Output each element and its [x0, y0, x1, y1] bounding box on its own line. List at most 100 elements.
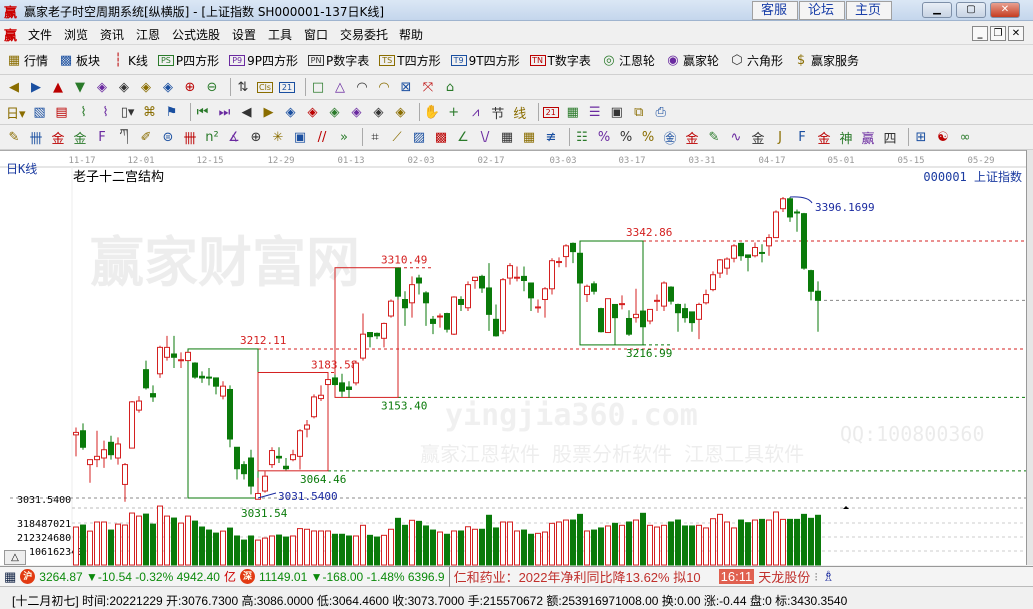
- pn-button[interactable]: PN P数字表: [308, 50, 369, 70]
- zoom-in-button[interactable]: ⊕: [182, 77, 200, 97]
- bars-button[interactable]: ☷: [574, 127, 592, 147]
- customer-service-button[interactable]: 客服: [752, 1, 798, 20]
- period-day-button[interactable]: 日▾: [6, 102, 28, 122]
- calendar-button[interactable]: 21: [279, 77, 297, 97]
- wave-button[interactable]: ∿: [728, 127, 746, 147]
- menu-file[interactable]: 文件: [28, 28, 53, 42]
- menu-browse[interactable]: 浏览: [64, 28, 89, 42]
- grid-lines-button[interactable]: 卌: [182, 127, 200, 147]
- angle2-button[interactable]: ∠: [455, 127, 473, 147]
- move-left-button[interactable]: ◈: [94, 77, 112, 97]
- grid-black-button[interactable]: ▦: [521, 127, 539, 147]
- calculator-button[interactable]: ▦: [565, 102, 583, 122]
- ps-button[interactable]: PS P四方形: [157, 50, 219, 70]
- arc-ccw-button[interactable]: ◠: [376, 77, 394, 97]
- swap-button[interactable]: ⇅: [235, 77, 253, 97]
- pen2-button[interactable]: ✎: [706, 127, 724, 147]
- clipboard-button[interactable]: ▤: [54, 102, 72, 122]
- hexagon-button[interactable]: ⬡ 六角形: [729, 50, 783, 70]
- move-down-button[interactable]: ◈: [160, 77, 178, 97]
- dollar-button[interactable]: $ 赢家服务: [793, 50, 859, 70]
- quote-table-icon[interactable]: ▦: [4, 568, 17, 584]
- parallel-button[interactable]: ≢: [543, 127, 561, 147]
- crosshair-button[interactable]: +: [446, 102, 464, 122]
- flag-button[interactable]: ⚑: [164, 102, 182, 122]
- print-button[interactable]: ⎙: [653, 102, 671, 122]
- ts-button[interactable]: TS T四方形: [379, 50, 441, 70]
- target-button[interactable]: ⊕: [248, 127, 266, 147]
- gann-wheel-button[interactable]: ◎ 江恩轮: [601, 50, 655, 70]
- notes-button[interactable]: ☰: [587, 102, 605, 122]
- circle-ruler-button[interactable]: ⊜: [160, 127, 178, 147]
- fib-button[interactable]: F: [94, 127, 112, 147]
- arrow-down-button[interactable]: ▼: [72, 77, 90, 97]
- hand-button[interactable]: ✋: [424, 102, 442, 122]
- first-button[interactable]: ⏮: [195, 102, 213, 122]
- menu-formula[interactable]: 公式选股: [172, 28, 221, 42]
- menu-tools[interactable]: 工具: [268, 28, 293, 42]
- quote-table-button[interactable]: ▦ 行情: [6, 50, 48, 70]
- mdi-close-button[interactable]: ✕: [1008, 26, 1024, 41]
- sector-blocks-button[interactable]: ▩ 板块: [58, 50, 100, 70]
- kline-chart[interactable]: 11-17 12-01 12-15 12-29 01-13 02-03 02-17 03-03…: [0, 151, 1033, 566]
- close-button[interactable]: ✕: [990, 2, 1020, 18]
- arrow-left-button[interactable]: ◀: [6, 77, 24, 97]
- square-target-button[interactable]: ▣: [292, 127, 310, 147]
- percent-lines-button[interactable]: %: [640, 127, 658, 147]
- kline-button[interactable]: ┆ K线: [110, 50, 148, 70]
- network-button[interactable]: ⧉: [631, 102, 649, 122]
- gold-lines-button[interactable]: 金: [50, 127, 68, 147]
- t9-button[interactable]: T9 9T四方形: [450, 50, 520, 70]
- diamond-h-button[interactable]: ◈: [327, 102, 345, 122]
- diamond-in-button[interactable]: ◈: [349, 102, 367, 122]
- diamond-left-button[interactable]: ◈: [283, 102, 301, 122]
- prev-button[interactable]: ◀: [239, 102, 257, 122]
- diamond-right-button[interactable]: ◈: [305, 102, 323, 122]
- triangle-button[interactable]: △: [332, 77, 350, 97]
- zoom-out-button[interactable]: ⊖: [204, 77, 222, 97]
- wave3-button[interactable]: ⌇: [76, 102, 94, 122]
- tower-icon[interactable]: ♗: [822, 568, 835, 584]
- f-angle-button[interactable]: F: [794, 127, 812, 147]
- move-right-button[interactable]: ◈: [116, 77, 134, 97]
- menu-info[interactable]: 资讯: [100, 28, 125, 42]
- arc-cw-button[interactable]: ◠: [354, 77, 372, 97]
- rectangle-button[interactable]: □: [310, 77, 328, 97]
- xian-button[interactable]: 线: [512, 102, 530, 122]
- shen-angle-button[interactable]: 神: [838, 127, 856, 147]
- grid-color-button[interactable]: ⊞: [913, 127, 931, 147]
- lines-button[interactable]: 卌: [28, 127, 46, 147]
- kline-chart-panel[interactable]: 11-17 12-01 12-15 12-29 01-13 02-03 02-17 03-03…: [0, 150, 1033, 566]
- expand-panel-button[interactable]: △: [4, 550, 26, 565]
- pattern-button[interactable]: ▧: [32, 102, 50, 122]
- square-fan-button[interactable]: ▩: [433, 127, 451, 147]
- save-button[interactable]: ▣: [609, 102, 627, 122]
- arrow-right-button[interactable]: ▶: [28, 77, 46, 97]
- box-fan-button[interactable]: ▨: [411, 127, 429, 147]
- menu-settings[interactable]: 设置: [232, 28, 257, 42]
- candle-type-button[interactable]: ▯▾: [120, 102, 138, 122]
- big-wheel-button[interactable]: ◉ 赢家轮: [665, 50, 719, 70]
- ticker-scroll-icon[interactable]: ⁝: [814, 569, 819, 584]
- mdi-restore-button[interactable]: ❐: [990, 26, 1006, 41]
- menu-gann[interactable]: 江恩: [136, 28, 161, 42]
- box-x-button[interactable]: ⊠: [398, 77, 416, 97]
- percent-button[interactable]: %: [618, 127, 636, 147]
- more-button[interactable]: »: [336, 127, 354, 147]
- clear-button[interactable]: Cls: [257, 77, 275, 97]
- tick-button[interactable]: //: [314, 127, 332, 147]
- j-angle-button[interactable]: J: [772, 127, 790, 147]
- minimize-button[interactable]: ▁: [922, 2, 952, 18]
- menu-help[interactable]: 帮助: [399, 28, 424, 42]
- jie-button[interactable]: 节: [490, 102, 508, 122]
- calendar21-button[interactable]: 21: [542, 102, 561, 122]
- next-button[interactable]: ▶: [261, 102, 279, 122]
- gold-circle-button[interactable]: ㊎: [662, 127, 680, 147]
- move-up-button[interactable]: ◈: [138, 77, 156, 97]
- menu-trade[interactable]: 交易委托: [340, 28, 389, 42]
- si-angle-button[interactable]: 四: [882, 127, 900, 147]
- mdi-minimize-button[interactable]: _: [972, 26, 988, 41]
- radial-button[interactable]: ✳: [270, 127, 288, 147]
- shrink-button[interactable]: ⤧: [420, 77, 438, 97]
- pen-button[interactable]: ✎: [6, 127, 24, 147]
